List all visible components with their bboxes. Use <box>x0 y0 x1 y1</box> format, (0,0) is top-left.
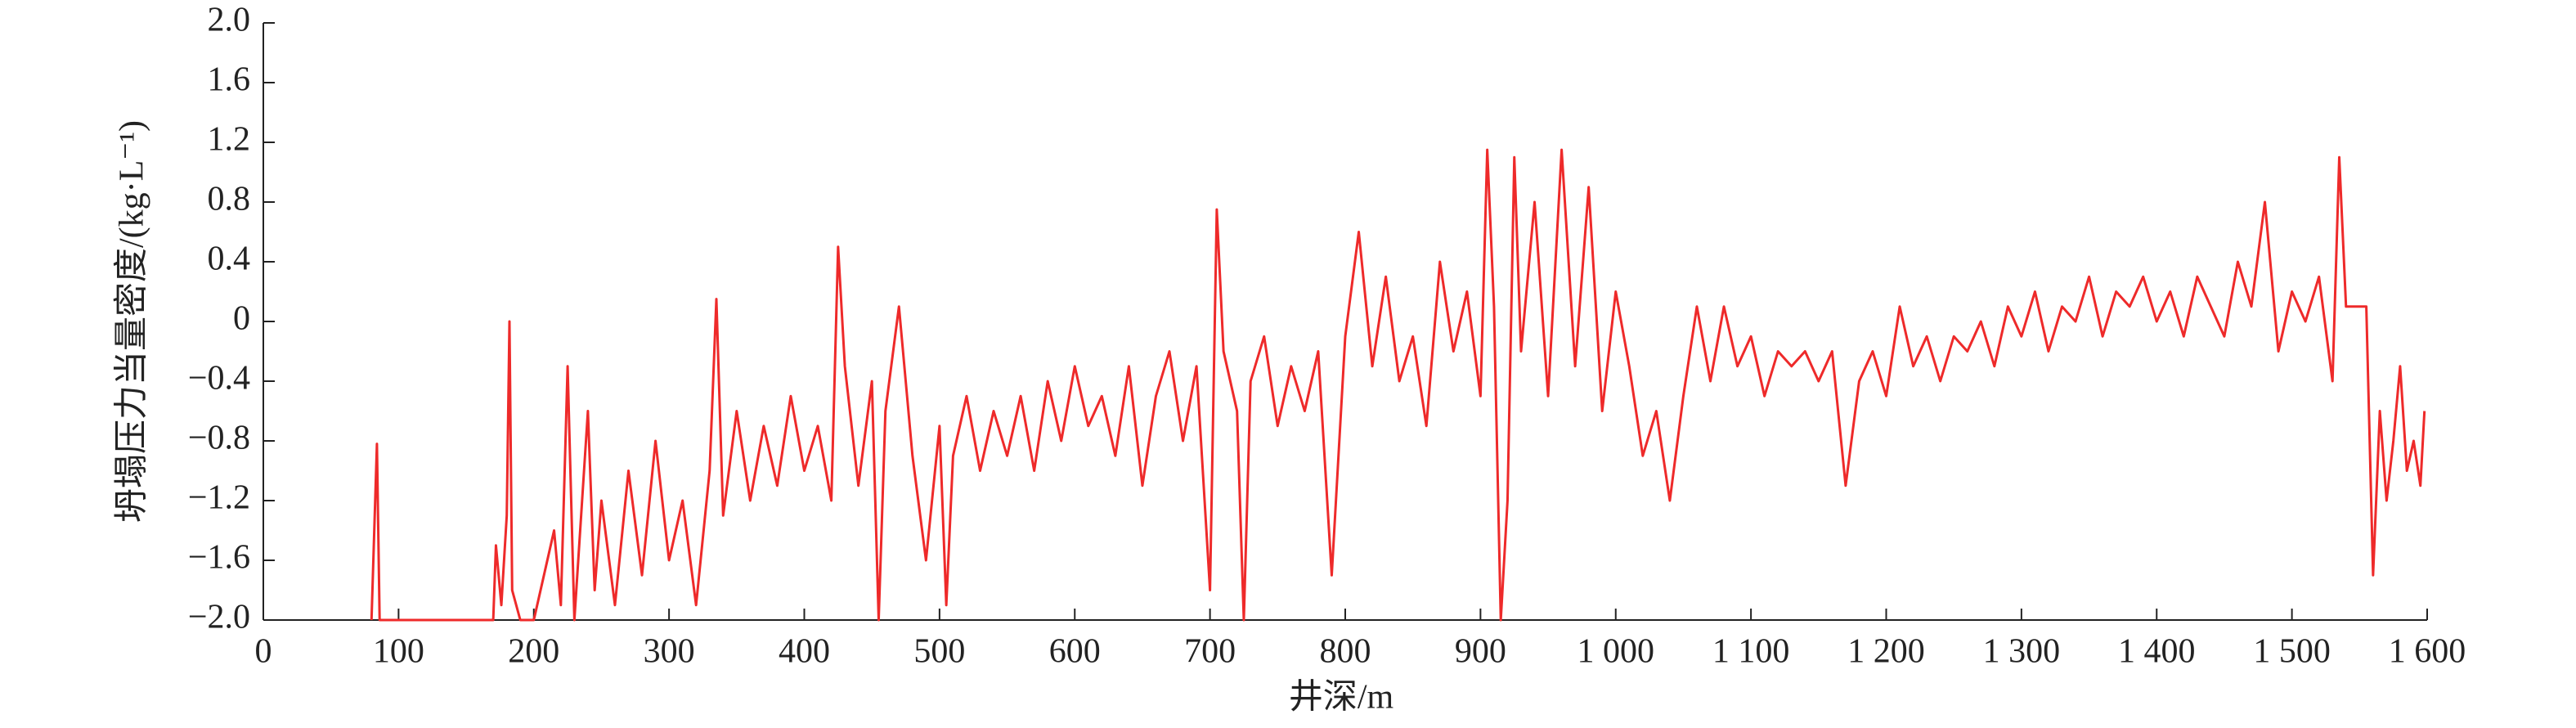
data-line <box>370 148 2426 622</box>
x-tick-label: 600 <box>1049 633 1101 671</box>
y-tick-label: −0.8 <box>188 420 250 457</box>
y-tick-label: −0.4 <box>188 360 250 398</box>
y-tick-label: 2.0 <box>208 2 251 39</box>
y-tick-label: 0.8 <box>208 181 251 218</box>
x-tick-label: 1 000 <box>1577 633 1655 671</box>
x-tick-label: 100 <box>373 633 424 671</box>
y-tick-label: −2.0 <box>188 599 250 636</box>
y-tick-label: 1.6 <box>208 61 251 99</box>
x-tick-label: 0 <box>255 633 272 671</box>
x-tick-label: 500 <box>913 633 965 671</box>
x-axis-label: 井深/m <box>1289 679 1394 717</box>
x-tick-label: 1 200 <box>1847 633 1925 671</box>
x-tick-label: 1 400 <box>2118 633 2196 671</box>
y-tick-label: −1.6 <box>188 539 250 577</box>
x-tick-label: 1 600 <box>2389 633 2466 671</box>
y-tick-label: 0.4 <box>208 240 251 278</box>
y-tick-label: 1.2 <box>208 121 251 159</box>
x-tick-label: 200 <box>508 633 559 671</box>
x-tick-label: 700 <box>1184 633 1236 671</box>
y-tick-label: −1.2 <box>188 479 250 517</box>
x-tick-label: 1 100 <box>1712 633 1790 671</box>
x-tick-label: 1 300 <box>1983 633 2061 671</box>
x-tick-label: 300 <box>644 633 695 671</box>
y-tick-label: 0 <box>233 300 250 338</box>
y-axis-label: 坍塌压力当量密度/(kg·L⁻¹) <box>113 120 151 523</box>
x-tick-label: 400 <box>779 633 830 671</box>
x-tick-label: 800 <box>1320 633 1371 671</box>
x-tick-label: 900 <box>1455 633 1506 671</box>
x-tick-label: 1 500 <box>2253 633 2331 671</box>
